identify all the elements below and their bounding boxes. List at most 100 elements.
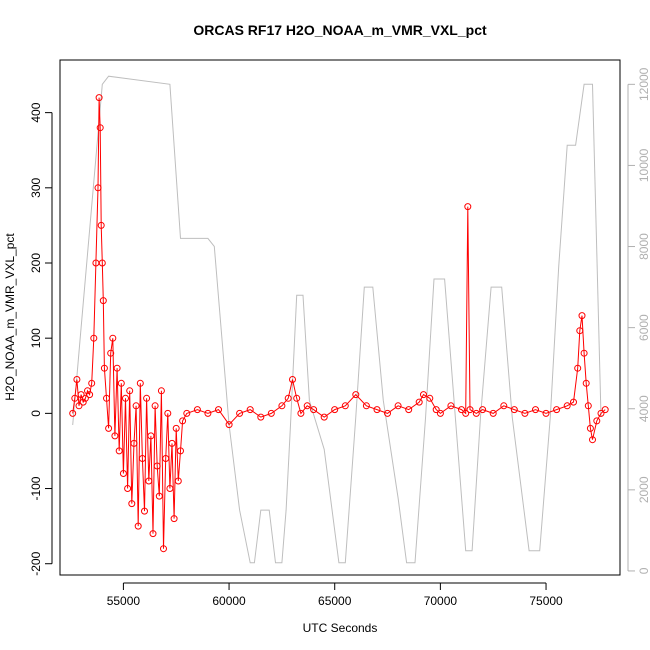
h2o-data-point [96,124,104,132]
h2o-data-point [563,402,571,410]
h2o-data-point [576,327,584,335]
h2o-data-point [130,439,138,447]
y2-tick-label: 6000 [637,314,650,341]
y-axis: -200 -100 0 100 200 300 400 [29,102,53,576]
h2o-data-point [151,402,159,410]
h2o-data-point [570,398,577,406]
h2o-data-point [88,379,96,387]
h2o-data-point [373,406,381,414]
h2o-data-point [204,409,212,417]
h2o-data-point [352,391,360,399]
h2o-data-point [284,394,292,402]
x-tick-label: 75000 [529,594,563,608]
h2o-data-point [601,406,609,414]
h2o-data-point [119,470,127,477]
h2o-data-point [71,394,79,402]
plot-frame [59,59,621,576]
h2o-data-point [162,455,170,462]
h2o-data-point [95,94,103,102]
h2o-data-point [103,394,110,402]
h2o-data-point [166,485,174,492]
h2o-data-point [97,221,105,229]
y-tick-label: 200 [29,253,43,273]
h2o-data-point [132,402,140,410]
h2o-data-point [574,364,582,372]
h2o-data-point [257,413,265,421]
h2o-data-point [145,477,153,485]
h2o-data-point [174,477,182,485]
h2o-data-point [183,409,191,417]
h2o-data-point [500,402,508,410]
h2o-series-line [72,97,606,549]
h2o-data-point [267,409,275,417]
h2o-data-point [73,376,81,383]
h2o-data-point [172,424,180,432]
h2o-data-point [170,515,178,523]
h2o-data-point [111,432,119,440]
h2o-data-point [81,394,89,402]
x-axis: 55000 60000 65000 70000 75000 [107,582,563,608]
h2o-data-point [86,391,94,399]
h2o-data-point [98,259,106,267]
h2o-data-point [362,402,370,410]
y-tick-label: -100 [29,476,43,500]
h2o-data-point [489,409,497,417]
h2o-data-point [75,402,83,410]
h2o-data-point [100,364,108,372]
h2o-data-point [94,184,102,192]
h2o-data-point [168,439,176,447]
h2o-data-point [580,349,588,357]
h2o-data-point [293,394,301,402]
h2o-data-point [136,379,144,387]
h2o-data-point [553,406,561,414]
h2o-data-point [466,406,474,414]
series-layer [69,75,609,564]
y2-tick-label: 12000 [637,67,650,101]
h2o-data-point [584,402,592,410]
y-tick-label: 300 [29,177,43,197]
y2-tick-label: 10000 [637,148,650,182]
h2o-data-point [341,402,349,410]
h2o-data-point [113,364,121,372]
x-tick-label: 55000 [107,594,141,608]
h2o-data-point [578,312,586,320]
h2o-data-point [472,409,480,417]
h2o-data-point [462,409,470,417]
h2o-data-point [415,398,423,406]
h2o-data-point [532,406,539,414]
h2o-data-point [160,545,167,553]
h2o-data-point [289,376,296,383]
h2o-data-point [542,409,550,417]
h2o-data-point [124,485,132,492]
y-tick-label: -200 [29,551,43,575]
h2o-data-point [464,203,472,211]
h2o-data-point [432,406,440,414]
h2o-data-point [215,406,222,414]
h2o-data-point [164,409,172,417]
h2o-data-point [479,406,487,414]
h2o-data-point [193,406,201,414]
h2o-data-point [115,447,123,455]
y2-axis: 0 2000 4000 6000 8000 10000 12000 [627,67,650,574]
h2o-data-point [593,417,601,425]
h2o-data-point [153,462,161,470]
h2o-data-point [297,409,305,417]
h2o-data-point [84,387,91,395]
h2o-data-point [128,500,136,508]
h2o-data-point [143,394,151,402]
h2o-data-point [510,406,518,414]
h2o-data-point [79,398,87,406]
h2o-data-point [436,409,444,417]
x-axis-label: UTC Seconds [303,621,378,635]
h2o-data-point [278,402,286,410]
h2o-data-point [521,409,529,417]
h2o-data-point [405,406,413,414]
x-tick-label: 65000 [318,594,352,608]
h2o-data-point [236,409,244,417]
x-tick-label: 70000 [424,594,458,608]
h2o-data-point [147,432,155,440]
y-tick-label: 100 [29,328,43,348]
y-axis-label: H2O_NOAA_m_VMR_VXL_pct [3,233,17,401]
y2-tick-label: 0 [637,567,650,574]
